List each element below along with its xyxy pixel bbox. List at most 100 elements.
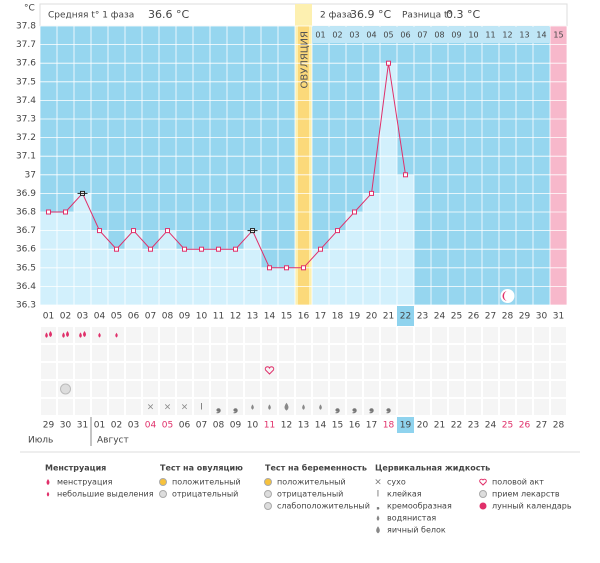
symbol-cell [415, 363, 430, 379]
symbol-cell [517, 345, 532, 361]
date: 29 [43, 421, 55, 431]
point [131, 228, 136, 234]
phase2-day: 11 [485, 31, 495, 40]
point [335, 228, 340, 234]
point [97, 228, 102, 234]
symbol-cell [551, 399, 566, 415]
today-highlight [397, 306, 414, 326]
date: 23 [468, 421, 479, 431]
phase2-cell [483, 27, 498, 43]
phase2-cell [432, 27, 447, 43]
symbol-cell [449, 363, 464, 379]
symbol-cell [551, 381, 566, 397]
x-tick-label: 22 [400, 312, 411, 322]
phase2-day: 03 [349, 31, 359, 40]
symbol-cell [313, 345, 328, 361]
point [216, 246, 221, 252]
symbol-cell [415, 381, 430, 397]
x-tick-label: 10 [196, 312, 208, 322]
symbol-cell [160, 399, 175, 415]
phase2-cell [449, 27, 464, 43]
symbol-cell [194, 381, 209, 397]
x-tick-label: 06 [128, 312, 140, 322]
symbol-cell [517, 381, 532, 397]
date: 26 [519, 421, 531, 431]
symbol-cell [109, 381, 124, 397]
legend-title: Тест на беременность [265, 463, 367, 473]
temperature-line [48, 63, 406, 269]
date: 06 [179, 421, 191, 431]
symbol-cell [143, 363, 158, 379]
legend-item: клейкая [387, 490, 422, 499]
symbol-cell [415, 327, 430, 343]
x-tick-label: 01 [43, 312, 54, 322]
symbol-cell [262, 327, 277, 343]
drop-icon [98, 332, 101, 338]
legend-item: слабоположительный [277, 502, 370, 511]
legend-item: менструация [57, 478, 113, 487]
phase2-day: 02 [332, 31, 342, 40]
moon-icon [479, 502, 487, 510]
symbol-cell [364, 399, 379, 415]
date: 04 [145, 421, 157, 431]
phase2-cell [364, 27, 379, 43]
symbol-cell [296, 327, 311, 343]
phase2-cell [313, 27, 328, 43]
symbol-cell [279, 381, 294, 397]
symbol-cell [347, 399, 362, 415]
bar [57, 212, 74, 305]
legend-item: кремообразная [387, 502, 452, 511]
drop-icon [268, 404, 271, 410]
symbol-cell [500, 381, 515, 397]
symbol-cell [262, 381, 277, 397]
symbol-cell [75, 363, 90, 379]
cerv-icon: I [377, 490, 380, 500]
symbol-cell [126, 345, 141, 361]
symbol-cell [381, 399, 396, 415]
symbol-cell [228, 327, 243, 343]
date: 03 [128, 421, 139, 431]
symbol-cell [177, 327, 192, 343]
date: 30 [60, 421, 72, 431]
phase2-day: 09 [451, 31, 461, 40]
symbol-cell [245, 327, 260, 343]
x-tick-label: 13 [247, 312, 258, 322]
y-tick-label: 37.4 [16, 96, 36, 106]
drop-icon [62, 332, 65, 338]
symbol-cell [228, 363, 243, 379]
x-tick-label: 15 [281, 312, 292, 322]
symbol-cell [449, 399, 464, 415]
date: 20 [417, 421, 429, 431]
symbol-cell [466, 381, 481, 397]
point [301, 265, 306, 271]
symbol-cell [194, 363, 209, 379]
symbol-cell [279, 345, 294, 361]
date: 24 [485, 421, 497, 431]
symbol-cell [143, 345, 158, 361]
symbol-cell [449, 327, 464, 343]
x-tick-label: 30 [536, 312, 548, 322]
symbol-cell [126, 399, 141, 415]
x-tick-label: 04 [94, 312, 106, 322]
symbol-cell [211, 327, 226, 343]
y-tick-label: 37.8 [16, 22, 36, 32]
phase2-day: 13 [519, 31, 529, 40]
phase2-cell [381, 27, 396, 43]
date: 19 [400, 421, 412, 431]
x-tick-label: 21 [383, 312, 394, 322]
symbol-cell [75, 399, 90, 415]
test-icon [264, 490, 272, 498]
creamy-icon: ❟ [352, 400, 357, 415]
y-tick-label: 37.2 [16, 133, 36, 143]
symbol-cell [534, 381, 549, 397]
month: Август [97, 436, 129, 446]
test-icon [159, 490, 167, 498]
symbol-cell [432, 327, 447, 343]
symbol-cell [381, 363, 396, 379]
date: 25 [502, 421, 513, 431]
symbol-cell [245, 363, 260, 379]
symbol-cell [160, 381, 175, 397]
symbol-cell [483, 381, 498, 397]
x-tick-label: 16 [298, 312, 310, 322]
symbol-cell [347, 327, 362, 343]
